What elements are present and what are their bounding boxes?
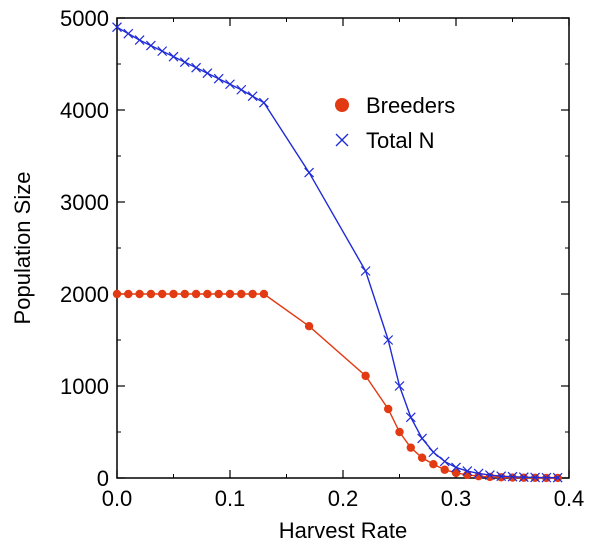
total-n-point [225,79,235,90]
breeders-point [203,289,212,299]
breeders-point [214,289,223,299]
breeders-point [180,289,189,299]
y-tick-label: 3000 [60,190,109,215]
breeders-point [384,404,393,414]
total-n-point [417,433,428,444]
total-n-point [405,412,416,423]
y-tick-label: 5000 [60,6,109,31]
y-tick-label: 2000 [60,282,109,307]
x-tick-label: 0.3 [441,486,472,511]
total-n-series-line [116,26,558,479]
total-n-point [360,266,371,276]
breeders-point [135,289,144,299]
breeders-point [146,289,156,299]
total-n-point [541,472,552,483]
total-n-point [179,57,190,68]
breeders-point [361,371,370,381]
breeders-point [259,289,269,299]
breeders-point [169,289,178,299]
total-n-point [518,472,529,483]
legend-total-n-label: Total N [366,128,434,153]
y-tick-label: 1000 [60,374,109,399]
breeders-point [451,468,461,478]
breeders-point [497,473,506,482]
x-tick-label: 0.1 [215,486,246,511]
breeders-point [395,427,404,437]
legend-breeders-marker [335,98,349,112]
total-n-point [145,40,156,51]
legend-breeders-label: Breeders [366,93,455,118]
total-n-point [112,22,122,33]
total-n-point [473,468,484,479]
breeders-point [304,322,314,331]
total-n-point [451,462,461,473]
legend: Breeders Total N [335,93,455,153]
x-tick-label: 0.4 [554,486,585,511]
total-n-point [484,470,495,480]
total-n-point [247,91,258,102]
breeders-point [406,443,415,452]
breeders-point [124,289,133,299]
total-n-point [304,167,315,178]
breeders-point [158,289,167,299]
plot-frame [116,17,570,479]
x-tick-label: 0.2 [328,486,359,511]
total-n-point [258,97,269,108]
total-n-point [123,28,134,39]
total-n-point [394,381,405,391]
total-n-point [462,466,473,477]
total-n-point [168,51,179,62]
total-n-point [191,62,202,73]
total-n-point [428,447,439,458]
total-n-point [552,472,563,483]
x-tick-label: 0.0 [102,486,133,511]
total-n-point [134,35,145,46]
breeders-point [429,460,438,469]
axis-ticks: 0.0 0.1 0.2 0.3 0.4 0 1000 2000 3000 4000 5000 [60,6,584,511]
breeders-point [440,465,449,474]
y-axis-label: Population Size [10,172,35,325]
total-n-point [496,471,507,482]
series-layer [112,22,563,483]
breeders-point [191,289,201,299]
total-n-point [507,471,518,482]
breeders-point [225,289,235,299]
breeders-point [417,453,427,462]
breeders-series-line [117,293,558,479]
total-n-point [236,84,247,95]
total-n-point [530,472,541,483]
breeders-point [112,289,122,299]
x-axis-label: Harvest Rate [279,518,407,543]
y-tick-label: 0 [97,466,109,491]
y-tick-label: 4000 [60,98,109,123]
total-n-point [439,456,450,467]
total-n-point [383,335,394,345]
breeders-point [248,289,257,299]
total-n-point [202,68,213,79]
total-n-point [213,73,224,84]
legend-total-n-marker [335,133,349,147]
total-n-point [157,46,168,57]
breeders-point [237,289,246,299]
